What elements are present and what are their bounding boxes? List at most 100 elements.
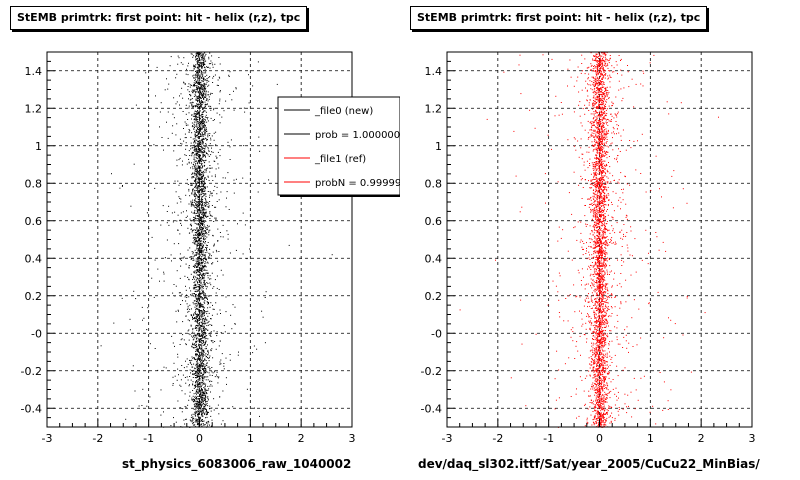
data-point	[204, 110, 206, 112]
data-point	[203, 216, 204, 218]
data-point	[199, 362, 201, 364]
data-point	[214, 63, 216, 65]
data-point	[216, 193, 218, 195]
data-point	[199, 305, 201, 307]
data-point	[193, 55, 195, 57]
data-point	[187, 311, 189, 313]
data-point	[198, 114, 200, 116]
data-point	[121, 297, 123, 299]
data-point	[628, 294, 630, 296]
data-point	[592, 113, 594, 115]
data-point	[197, 208, 199, 210]
data-point	[209, 385, 211, 387]
data-point	[193, 158, 195, 160]
data-point	[203, 331, 205, 333]
data-point	[596, 156, 597, 158]
data-point	[612, 175, 614, 177]
data-point	[194, 164, 196, 166]
data-point	[203, 407, 205, 409]
data-point	[603, 319, 604, 321]
data-point	[199, 62, 201, 64]
data-point	[594, 65, 596, 67]
data-point	[218, 251, 220, 252]
data-point	[211, 263, 213, 265]
data-point	[606, 133, 608, 135]
data-point	[193, 387, 195, 389]
data-point	[193, 401, 194, 403]
data-point	[194, 80, 196, 82]
data-point	[189, 362, 191, 364]
data-point	[204, 221, 205, 223]
data-point	[192, 176, 194, 178]
data-point	[197, 290, 199, 292]
data-point	[206, 272, 208, 274]
data-point	[204, 424, 206, 426]
data-point	[601, 176, 603, 178]
data-point	[592, 182, 594, 183]
data-point	[198, 376, 199, 377]
data-point	[218, 76, 220, 78]
y-axis: -0.4-0.2-00.20.40.60.811.21.4	[21, 51, 55, 428]
data-point	[204, 116, 206, 118]
data-point	[594, 184, 596, 186]
data-point	[179, 219, 181, 221]
data-point	[196, 269, 198, 271]
data-point	[197, 70, 199, 72]
data-point	[200, 414, 202, 416]
data-point	[619, 343, 621, 345]
data-point	[199, 398, 200, 400]
data-point	[200, 207, 202, 209]
data-point	[201, 323, 203, 325]
data-point	[601, 136, 603, 138]
data-point	[202, 291, 204, 293]
data-point	[200, 364, 202, 366]
data-point	[595, 107, 597, 109]
data-point	[205, 90, 207, 92]
data-point	[194, 217, 196, 218]
data-point	[201, 194, 203, 196]
data-point	[200, 155, 201, 157]
data-point	[145, 72, 147, 74]
data-point	[592, 354, 594, 355]
data-point	[201, 247, 202, 249]
data-point	[215, 155, 217, 157]
data-point	[202, 53, 204, 55]
data-point	[598, 89, 600, 91]
data-point	[196, 364, 198, 366]
data-point	[594, 55, 596, 57]
data-point	[194, 211, 196, 213]
data-point	[209, 424, 210, 426]
data-point	[198, 170, 200, 172]
data-point	[198, 91, 200, 93]
data-point	[208, 180, 210, 181]
data-point	[191, 84, 192, 86]
data-point	[190, 372, 191, 374]
data-point	[601, 202, 603, 203]
data-point	[583, 243, 585, 244]
data-point	[193, 165, 195, 167]
data-point	[242, 177, 244, 179]
data-point	[201, 274, 203, 275]
data-point	[198, 98, 200, 99]
data-point	[206, 249, 208, 251]
data-point	[203, 99, 205, 100]
data-point	[200, 173, 201, 175]
data-point	[599, 395, 601, 397]
data-point	[197, 323, 199, 325]
data-point	[197, 143, 199, 145]
data-point	[188, 112, 190, 114]
data-point	[201, 59, 203, 61]
data-point	[195, 358, 197, 360]
data-point	[195, 290, 197, 292]
data-point	[206, 371, 208, 373]
data-point	[199, 399, 200, 401]
data-point	[203, 56, 205, 58]
data-point	[208, 84, 210, 86]
data-point	[207, 273, 209, 274]
data-point	[203, 93, 205, 95]
data-point	[201, 351, 203, 353]
data-point	[197, 414, 199, 416]
data-point	[201, 240, 203, 242]
data-point	[199, 170, 201, 172]
data-point	[603, 98, 605, 100]
